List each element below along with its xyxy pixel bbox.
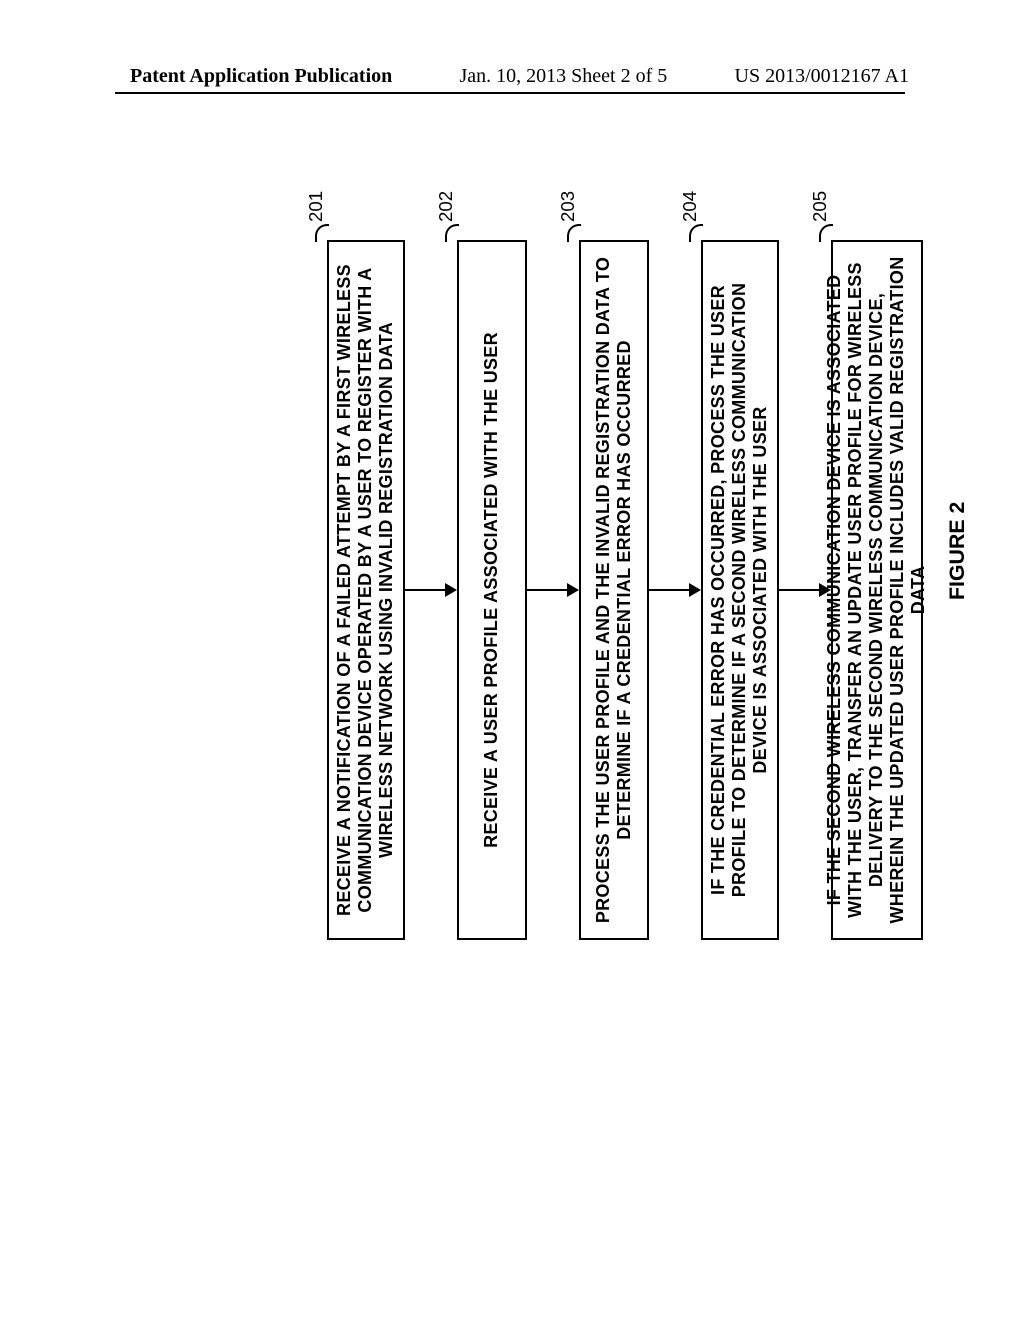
ref-hook-icon [819,224,833,242]
header-right: US 2013/0012167 A1 [735,65,909,88]
arrow-down-icon [689,583,701,597]
header-mid: Jan. 10, 2013 Sheet 2 of 5 [460,65,668,88]
flow-step-201: RECEIVE A NOTIFICATION OF A FAILED ATTEM… [327,240,405,940]
ref-label-204: 204 [679,191,701,222]
flow-step-text: IF THE SECOND WIRELESS COMMUNICATION DEV… [824,252,929,928]
ref-label-201: 201 [305,191,327,222]
header-rule [115,92,905,94]
flow-step-204: IF THE CREDENTIAL ERROR HAS OCCURRED, PR… [701,240,779,940]
ref-hook-icon [445,224,459,242]
flow-arrow [779,589,821,591]
page-header: Patent Application Publication Jan. 10, … [0,65,1024,88]
flow-arrow [527,589,569,591]
ref-hook-icon [567,224,581,242]
figure-caption: FIGURE 2 [945,502,970,600]
flow-step-203: PROCESS THE USER PROFILE AND THE INVALID… [579,240,649,940]
ref-hook-icon [315,224,329,242]
arrow-down-icon [445,583,457,597]
flow-step-text: PROCESS THE USER PROFILE AND THE INVALID… [593,252,635,928]
flowchart-figure-2: RECEIVE A NOTIFICATION OF A FAILED ATTEM… [342,105,962,1005]
arrow-down-icon [567,583,579,597]
ref-label-203: 203 [557,191,579,222]
flow-step-text: RECEIVE A USER PROFILE ASSOCIATED WITH T… [481,332,502,848]
page: Patent Application Publication Jan. 10, … [0,0,1024,1320]
header-left: Patent Application Publication [130,65,392,88]
flow-arrow [649,589,691,591]
flow-step-text: RECEIVE A NOTIFICATION OF A FAILED ATTEM… [334,252,397,928]
flow-step-202: RECEIVE A USER PROFILE ASSOCIATED WITH T… [457,240,527,940]
ref-label-202: 202 [435,191,457,222]
flow-arrow [405,589,447,591]
ref-label-205: 205 [809,191,831,222]
arrow-down-icon [819,583,831,597]
flow-step-text: IF THE CREDENTIAL ERROR HAS OCCURRED, PR… [708,252,771,928]
ref-hook-icon [689,224,703,242]
flow-step-205: IF THE SECOND WIRELESS COMMUNICATION DEV… [831,240,923,940]
